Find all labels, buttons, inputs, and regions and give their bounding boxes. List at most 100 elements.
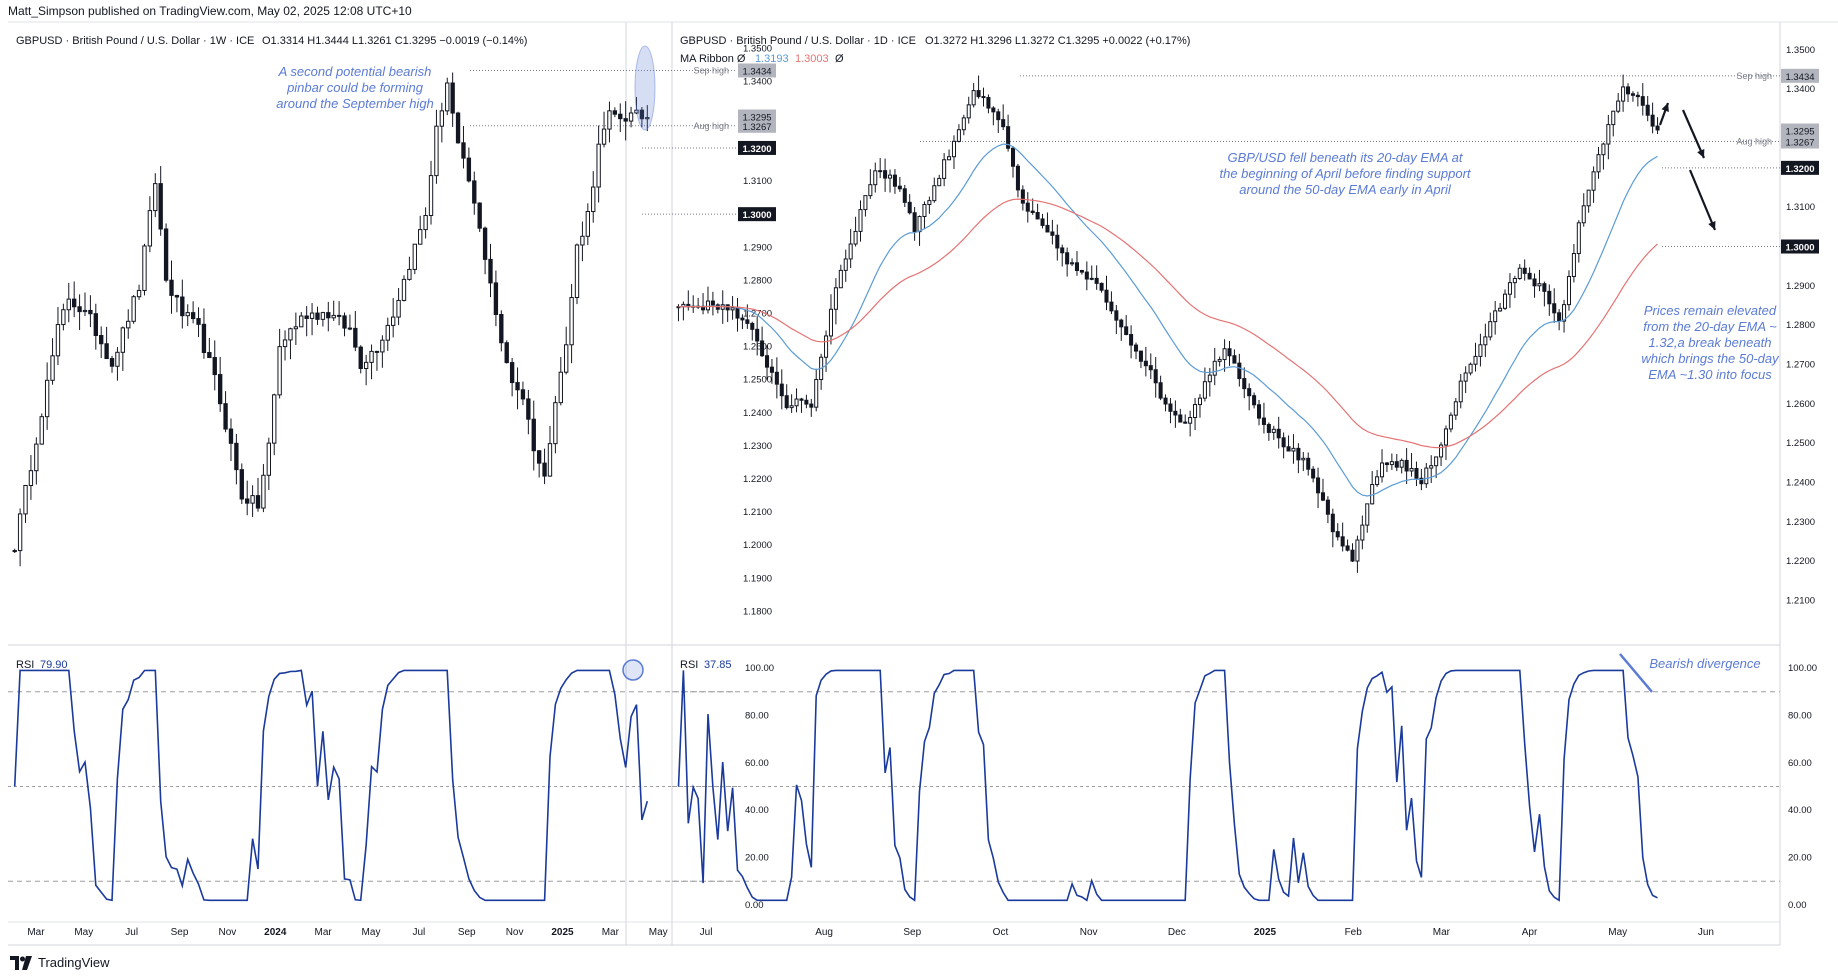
candle-body xyxy=(1094,277,1099,284)
rsi-y-tick: 0.00 xyxy=(745,900,764,911)
candle-body xyxy=(1655,125,1660,131)
candle-body xyxy=(326,312,331,319)
candle-body xyxy=(1301,457,1306,461)
candle-body xyxy=(1379,462,1385,478)
candle-body xyxy=(1173,410,1178,416)
daily-rsi-label: RSI xyxy=(680,659,698,671)
daily-annotation-2: Prices remain elevated xyxy=(1644,303,1777,318)
candle-body xyxy=(147,210,153,247)
candle-body xyxy=(450,82,455,114)
candle-body xyxy=(477,202,482,229)
candle-body xyxy=(564,344,569,373)
candle-body xyxy=(504,342,509,364)
candle-body xyxy=(82,309,88,313)
candle-body xyxy=(833,287,838,310)
candle-body xyxy=(1493,310,1498,323)
candle-body xyxy=(1252,395,1257,406)
candle-body xyxy=(1645,104,1650,116)
candle-body xyxy=(1571,253,1576,277)
candle-body xyxy=(304,315,309,319)
candle-body xyxy=(1463,372,1468,382)
y-tick-label: 1.2900 xyxy=(1786,281,1815,292)
candle-body xyxy=(88,309,93,315)
candle-body xyxy=(1158,382,1163,399)
candle-body xyxy=(912,212,917,233)
rsi-y-tick: 80.00 xyxy=(1788,710,1812,721)
candle-body xyxy=(1345,545,1350,551)
candle-body xyxy=(623,118,628,122)
candle-body xyxy=(1547,290,1552,305)
candle-body xyxy=(1552,303,1557,314)
candle-body xyxy=(120,327,126,353)
level-badge xyxy=(738,63,776,78)
candle-body xyxy=(730,307,735,311)
candle-body xyxy=(986,97,991,109)
candle-body xyxy=(1035,212,1040,220)
candle-body xyxy=(439,110,445,127)
candle-body xyxy=(755,328,760,342)
rsi-y-tick: 100.00 xyxy=(1788,663,1817,674)
candle-body xyxy=(1060,247,1065,254)
candle-body xyxy=(1443,428,1449,446)
daily-x-tick: 2025 xyxy=(1254,927,1277,938)
candle-body xyxy=(245,498,250,504)
candle-body xyxy=(1040,218,1045,226)
y-tick-label: 1.2300 xyxy=(1786,517,1815,528)
candle-body xyxy=(1065,252,1070,265)
candle-body xyxy=(1133,344,1139,352)
candle-body xyxy=(863,195,868,211)
weekly-x-tick: Sep xyxy=(458,927,476,938)
candle-body xyxy=(1625,86,1631,95)
y-tick-label: 1.2600 xyxy=(1786,399,1815,410)
candle-body xyxy=(77,306,82,313)
weekly-rsi-value: 79.90 xyxy=(40,659,68,671)
candle-body xyxy=(705,300,711,311)
y-tick-label: 1.2100 xyxy=(1786,595,1815,606)
candle-body xyxy=(391,316,396,326)
candle-body xyxy=(1458,380,1463,403)
candle-body xyxy=(1335,531,1340,538)
candle-body xyxy=(309,312,315,319)
candle-body xyxy=(99,335,104,345)
weekly-x-tick: May xyxy=(649,927,668,938)
candle-body xyxy=(1143,360,1148,367)
level-label: Sep high xyxy=(1736,71,1772,81)
weekly-annotation: A second potential bearish xyxy=(278,64,432,79)
last-price-text: 1.3295 xyxy=(1785,126,1814,137)
candle-body xyxy=(1286,446,1291,452)
last-price-text: 1.3295 xyxy=(742,112,771,123)
last-price-badge xyxy=(738,109,776,124)
candle-body xyxy=(937,177,942,187)
y-tick-label: 1.2200 xyxy=(743,474,772,485)
daily-x-tick: Apr xyxy=(1522,927,1538,938)
pinbar-highlight xyxy=(634,45,656,131)
tradingview-logo-icon[interactable] xyxy=(10,955,32,970)
candle-body xyxy=(212,357,217,376)
candle-body xyxy=(363,361,369,369)
candle-body xyxy=(1247,388,1252,397)
arrow-down-2 xyxy=(1688,169,1717,231)
candle-body xyxy=(1291,447,1296,452)
daily-x-tick: Feb xyxy=(1345,927,1363,938)
candle-body xyxy=(142,245,147,291)
candle-body xyxy=(1020,189,1025,204)
last-price-badge xyxy=(1781,123,1819,138)
candle-body xyxy=(596,143,601,188)
candle-body xyxy=(1006,126,1011,149)
candle-body xyxy=(1001,119,1006,128)
candle-body xyxy=(163,228,169,281)
candle-body xyxy=(34,443,39,472)
candle-body xyxy=(1148,365,1153,371)
rsi-y-tick: 20.00 xyxy=(1788,853,1812,864)
candle-body xyxy=(956,129,961,142)
candle-body xyxy=(745,319,750,324)
candle-body xyxy=(848,243,853,260)
y-tick-label: 1.1800 xyxy=(743,606,772,617)
candle-body xyxy=(1557,312,1562,322)
candle-body xyxy=(1606,124,1611,145)
candle-body xyxy=(1532,278,1537,287)
daily-x-tick: Mar xyxy=(1433,927,1451,938)
y-tick-label: 1.3100 xyxy=(1786,202,1815,213)
candle-body xyxy=(396,299,401,318)
